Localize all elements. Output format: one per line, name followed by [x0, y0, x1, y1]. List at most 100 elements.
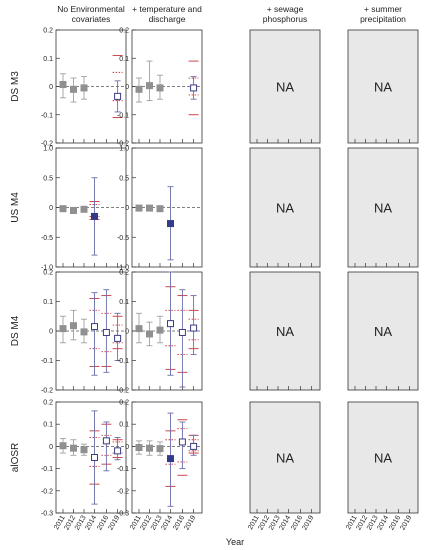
y-tick-label: -0.1	[41, 466, 53, 473]
data-point-2013	[156, 441, 164, 456]
na-panel-frame	[249, 29, 321, 144]
y-tick-label: -0.1	[117, 358, 129, 365]
estimate-marker	[167, 220, 174, 228]
y-tick-label: 0	[125, 205, 129, 212]
chart-panel-2-1: 1.0 0.5 0 -0.5 -1.0	[41, 146, 127, 272]
y-tick-label: 0.2	[43, 28, 53, 35]
chart-panel-4-2: 0.20.10-0.1-0.2-0.3201120122013201420162…	[117, 400, 203, 531]
estimate-marker	[91, 454, 98, 461]
data-point-2012	[146, 204, 153, 212]
x-tick-label-2019: 2019	[399, 514, 413, 531]
na-label: NA	[276, 324, 294, 339]
estimate-marker	[135, 325, 143, 333]
data-point-2014	[165, 412, 176, 507]
estimate-marker	[156, 84, 164, 92]
data-point-2013	[156, 205, 164, 213]
y-tick-label: -0.2	[41, 388, 53, 395]
y-tick-label: 0.1	[119, 56, 129, 63]
estimate-marker	[156, 326, 164, 334]
estimate-marker	[146, 82, 153, 90]
y-tick-label: 0	[49, 205, 53, 212]
estimate-marker	[146, 204, 153, 212]
data-point-2011	[135, 312, 143, 344]
estimate-marker	[80, 446, 88, 454]
y-tick-label: 1.0	[119, 146, 129, 153]
estimate-marker	[80, 84, 88, 92]
data-point-2012	[146, 440, 153, 456]
estimate-marker	[114, 334, 122, 342]
estimate-marker	[135, 444, 143, 452]
data-point-2011	[135, 440, 143, 455]
column-title-3-line-1: + sewage	[267, 4, 304, 14]
na-panel-frame	[347, 147, 419, 268]
na-panel-3-4: NA	[347, 271, 419, 391]
data-point-2014	[89, 177, 100, 256]
y-tick-label: -0.2	[117, 388, 129, 395]
na-panel-2-4: NA	[347, 147, 419, 268]
chart-panel-3-2: 0.2 0.1 0 -0.1 -0.2	[117, 270, 203, 395]
data-point-2014	[89, 292, 100, 376]
data-point-2013	[80, 76, 88, 100]
na-label: NA	[276, 80, 294, 95]
estimate-marker	[146, 330, 153, 338]
y-tick-label: 0.1	[43, 56, 53, 63]
row-label-2: US M4	[10, 192, 21, 223]
na-panel-2-3: NA	[249, 147, 321, 268]
chart-panel-2-2: 1.0 0.5 0 -0.5 -1.0	[117, 146, 203, 272]
na-panel-1-3: NA	[249, 29, 321, 144]
estimate-marker	[135, 85, 143, 93]
y-tick-label: -0.2	[41, 141, 53, 148]
column-title-2-line-1: + temperature and	[132, 4, 202, 14]
chart-panel-1-2: 0.2 0.1 0 -0.1 -0.2	[117, 28, 203, 148]
y-tick-label: 0	[125, 84, 129, 91]
data-point-2019	[112, 437, 123, 461]
row-label-1: DS M3	[10, 71, 21, 102]
y-tick-label: -0.2	[117, 488, 129, 495]
data-point-2011	[135, 77, 143, 103]
estimate-marker	[59, 325, 67, 333]
chart-panel-3-1: 0.2 0.1 0 -0.1 -0.2	[41, 270, 127, 395]
data-point-2014	[165, 271, 176, 376]
estimate-marker	[146, 444, 153, 452]
estimate-marker	[70, 206, 77, 214]
estimate-marker	[80, 328, 88, 336]
estimate-marker	[190, 442, 198, 450]
na-panel-frame	[347, 29, 419, 144]
data-point-2011	[59, 438, 67, 454]
chart-panel-1-1: 0.2 0.1 0 -0.1 -0.2	[41, 28, 127, 148]
na-label: NA	[374, 324, 392, 339]
data-point-2011	[59, 205, 67, 213]
na-panel-3-3: NA	[249, 271, 321, 391]
y-tick-label: 0.2	[43, 400, 53, 407]
data-point-2019	[112, 54, 123, 119]
row-label-4: alOSR	[10, 443, 21, 472]
estimate-marker	[59, 205, 67, 213]
y-tick-label: 0	[49, 84, 53, 91]
y-tick-label: -0.5	[41, 235, 53, 242]
estimate-marker	[114, 92, 122, 100]
row-labels: DS M3 US M4 DS M4 alOSR	[10, 71, 21, 472]
data-point-2012	[70, 206, 77, 214]
na-panel-frame	[347, 271, 419, 391]
x-tick-label-2019: 2019	[183, 514, 197, 531]
na-panel-frame	[249, 401, 321, 514]
estimate-marker	[91, 212, 98, 220]
y-tick-label: 0.1	[43, 422, 53, 429]
data-point-2013	[80, 205, 88, 213]
estimate-marker	[59, 442, 67, 450]
y-tick-label: -0.3	[117, 511, 129, 518]
na-label: NA	[374, 201, 392, 216]
data-point-2014	[89, 410, 100, 505]
y-tick-label: 0.2	[119, 270, 129, 277]
y-tick-label: 0.1	[119, 422, 129, 429]
estimate-marker	[190, 84, 198, 92]
y-tick-label: 0	[125, 329, 129, 336]
data-point-2013	[80, 443, 88, 456]
column-title-2-line-2: discharge	[149, 14, 186, 24]
data-point-2013	[80, 318, 88, 344]
estimate-marker	[167, 320, 174, 328]
y-tick-label: -0.2	[41, 488, 53, 495]
data-point-2019	[188, 295, 199, 356]
